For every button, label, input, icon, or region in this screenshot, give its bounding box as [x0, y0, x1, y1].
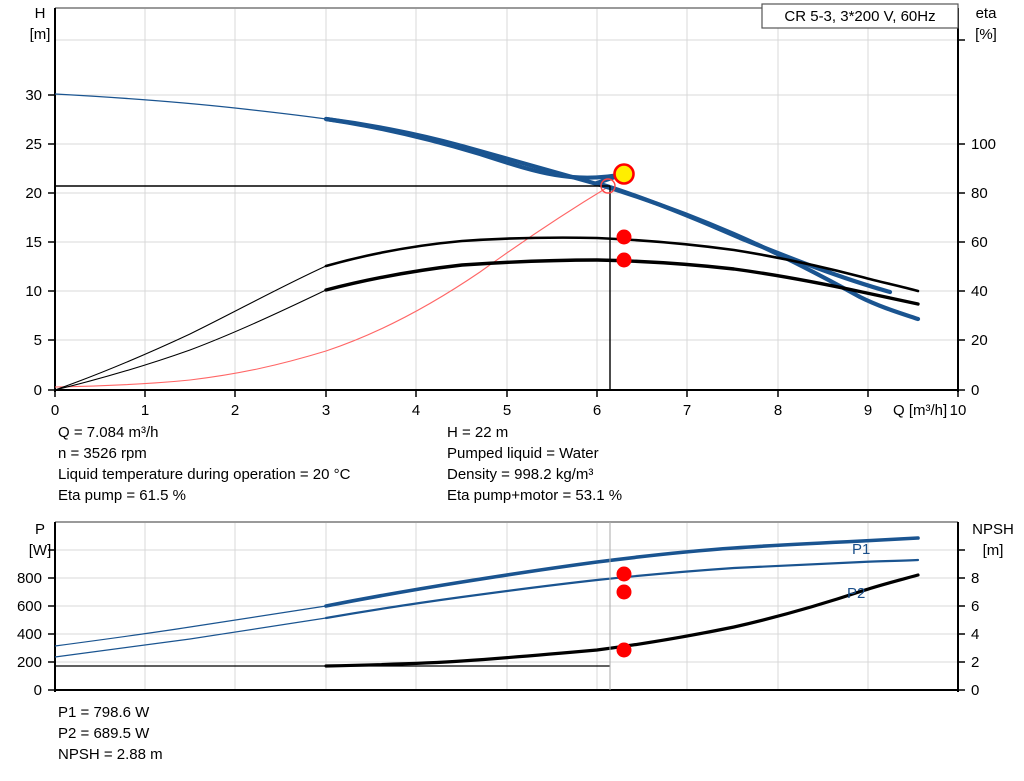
top-chart-x-ticks	[54, 390, 959, 397]
p1-duty-dot	[616, 566, 632, 582]
top-y-tick-25: 25	[25, 136, 42, 153]
p1-series-label: P1	[852, 541, 870, 558]
power-info-block: P1 = 798.6 W P2 = 689.5 W NPSH = 2.88 m	[58, 702, 163, 765]
top-y-tick-0: 0	[34, 382, 42, 399]
top-x-tick-7: 7	[683, 402, 691, 419]
power-info-line-1: P2 = 689.5 W	[58, 725, 150, 742]
title-box-label: CR 5-3, 3*200 V, 60Hz	[784, 8, 935, 25]
bottom-y2-tick-2: 2	[971, 654, 979, 671]
top-y-tick-15: 15	[25, 234, 42, 251]
duty-info-left-line-1: n = 3526 rpm	[58, 445, 147, 462]
bottom-y2-tick-6: 6	[971, 598, 979, 615]
bottom-right-axis-title-unit: [m]	[983, 542, 1004, 559]
duty-info-right: H = 22 m Pumped liquid = Water Density =…	[447, 422, 622, 506]
eta-pump-motor-duty-dot	[616, 252, 632, 268]
bottom-left-axis-title-symbol: P	[35, 521, 45, 538]
bottom-chart-left-ticks	[48, 549, 55, 691]
system-point-open-circle	[600, 178, 616, 194]
duty-info-right-line-1: Pumped liquid = Water	[447, 445, 599, 462]
eta-pump-curve-thin	[54, 265, 327, 391]
top-y2-tick-0: 0	[971, 382, 979, 399]
top-x-tick-3: 3	[322, 402, 330, 419]
top-y2-tick-100: 100	[971, 136, 996, 153]
power-info-line-2: NPSH = 2.88 m	[58, 746, 163, 763]
top-x-tick-5: 5	[503, 402, 511, 419]
head-curve-thick-main	[323, 116, 921, 322]
top-y-tick-10: 10	[25, 283, 42, 300]
bottom-chart-group: 800 600 400 200 0 P [W] 8 6 4 2 0 NPSH […	[17, 521, 1014, 699]
p1-curve-thick	[324, 536, 920, 608]
top-right-axis-title-unit: [%]	[975, 26, 997, 43]
duty-info-right-line-3: Eta pump+motor = 53.1 %	[447, 487, 623, 504]
p2-series-label: P2	[847, 585, 865, 602]
bottom-chart-gridlines	[55, 521, 958, 690]
title-box: CR 5-3, 3*200 V, 60Hz	[761, 3, 959, 29]
npsh-curve-thick	[324, 573, 920, 668]
top-y2-tick-40: 40	[971, 283, 988, 300]
top-y2-tick-60: 60	[971, 234, 988, 251]
head-curve-thin	[54, 93, 327, 120]
top-x-tick-2: 2	[231, 402, 239, 419]
bottom-y2-tick-8: 8	[971, 570, 979, 587]
bottom-y-tick-400: 400	[17, 626, 42, 643]
title-box-frame	[761, 3, 959, 29]
npsh-duty-dot	[616, 642, 632, 658]
top-y-tick-20: 20	[25, 185, 42, 202]
top-x-tick-1: 1	[141, 402, 149, 419]
eta-pump-motor-curve-thin	[54, 289, 327, 391]
power-info-line-0: P1 = 798.6 W	[58, 704, 150, 721]
duty-info-left-line-3: Eta pump = 61.5 %	[58, 487, 186, 504]
top-y-tick-30: 30	[25, 87, 42, 104]
bottom-y2-tick-0: 0	[971, 682, 979, 699]
bottom-left-axis-title-unit: [W]	[29, 542, 52, 559]
bottom-y-tick-600: 600	[17, 598, 42, 615]
eta-pump-curve-thick	[324, 236, 920, 293]
top-y2-tick-20: 20	[971, 332, 988, 349]
top-left-axis-title-symbol: H	[35, 5, 46, 22]
bottom-y-tick-200: 200	[17, 654, 42, 671]
duty-info-right-line-2: Density = 998.2 kg/m³	[447, 466, 594, 483]
top-left-axis-title-unit: [m]	[30, 26, 51, 43]
bottom-right-axis-title-symbol: NPSH	[972, 521, 1014, 538]
top-right-axis-title-symbol: eta	[976, 5, 998, 22]
top-x-tick-0: 0	[51, 402, 59, 419]
duty-info-left: Q = 7.084 m³/h n = 3526 rpm Liquid tempe…	[58, 422, 350, 506]
bottom-chart-right-ticks	[958, 549, 965, 691]
top-x-tick-10: 10	[950, 402, 967, 419]
top-x-tick-4: 4	[412, 402, 420, 419]
eta-pump-duty-dot	[616, 229, 632, 245]
p2-curve-thin	[54, 617, 327, 658]
npsh-red-curve	[54, 186, 609, 388]
bottom-y-tick-800: 800	[17, 570, 42, 587]
duty-point-marker[interactable]	[613, 163, 635, 185]
p1-curve-thin	[54, 605, 327, 647]
top-chart-group: 30 25 20 15 10 5 0 H [m] 100 80 60 40 20…	[25, 5, 997, 419]
top-chart-gridlines	[55, 7, 958, 390]
top-chart-right-ticks	[958, 39, 965, 391]
duty-info-right-line-0: H = 22 m	[447, 424, 509, 441]
p2-curve-thick	[324, 558, 920, 620]
p2-duty-dot	[616, 584, 632, 600]
eta-pump-motor-curve-thick	[324, 258, 920, 306]
top-x-tick-8: 8	[774, 402, 782, 419]
bottom-y2-tick-4: 4	[971, 626, 979, 643]
top-chart-left-ticks	[48, 94, 55, 391]
top-y-tick-5: 5	[34, 332, 42, 349]
top-x-tick-6: 6	[593, 402, 601, 419]
duty-info-left-line-0: Q = 7.084 m³/h	[58, 424, 159, 441]
top-x-axis-title: Q [m³/h]	[893, 402, 947, 419]
top-x-tick-9: 9	[864, 402, 872, 419]
bottom-y-tick-0: 0	[34, 682, 42, 699]
top-y2-tick-80: 80	[971, 185, 988, 202]
duty-info-left-line-2: Liquid temperature during operation = 20…	[58, 466, 351, 483]
